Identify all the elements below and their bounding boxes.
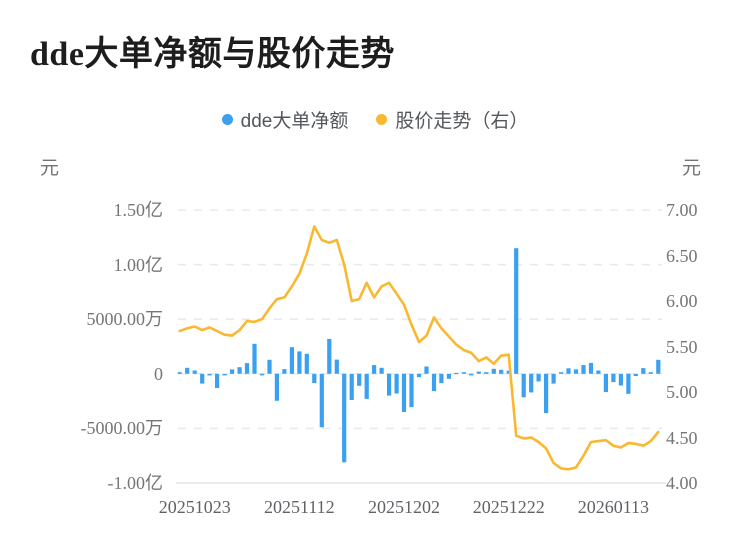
x-axis-tick: 20260113 xyxy=(577,497,650,517)
bar[interactable] xyxy=(536,373,541,382)
bar[interactable] xyxy=(319,373,324,428)
bar[interactable] xyxy=(566,368,571,374)
bar[interactable] xyxy=(476,371,481,374)
bar[interactable] xyxy=(416,373,422,378)
bar[interactable] xyxy=(611,373,616,383)
bar[interactable] xyxy=(626,373,631,394)
y-axis-right-tick: 6.50 xyxy=(666,245,698,266)
y-axis-right-tick: 6.00 xyxy=(666,291,698,311)
y-axis-left-tick: 1.50亿 xyxy=(113,200,164,220)
bar[interactable] xyxy=(401,373,407,412)
bar[interactable] xyxy=(387,373,392,396)
bar[interactable] xyxy=(454,372,459,375)
bar[interactable] xyxy=(581,365,586,374)
bar[interactable] xyxy=(312,373,317,384)
price-line[interactable] xyxy=(178,225,660,471)
bar[interactable] xyxy=(461,372,466,374)
bar[interactable] xyxy=(424,366,429,374)
bar[interactable] xyxy=(559,372,564,374)
bar[interactable] xyxy=(551,373,556,384)
legend-dot-line-series-icon xyxy=(376,114,388,125)
y-axis-right-tick: 7.00 xyxy=(666,200,698,220)
bar[interactable] xyxy=(484,372,489,374)
bar[interactable] xyxy=(506,370,511,374)
bar[interactable] xyxy=(357,373,362,386)
bar[interactable] xyxy=(289,347,294,374)
y-axis-left-tick: 0 xyxy=(154,363,163,384)
bar[interactable] xyxy=(342,373,347,463)
bar[interactable] xyxy=(431,373,437,392)
bar[interactable] xyxy=(237,367,242,374)
bar[interactable] xyxy=(544,373,549,414)
bar[interactable] xyxy=(469,373,474,376)
x-axis-tick: 20251222 xyxy=(472,497,545,517)
y-axis-right-tick: 4.00 xyxy=(666,473,698,493)
bar[interactable] xyxy=(499,369,504,374)
bar[interactable] xyxy=(573,369,579,374)
bar[interactable] xyxy=(267,359,272,374)
x-axis-tick: 20251023 xyxy=(158,497,231,517)
x-axis-tick: 20251112 xyxy=(264,497,335,517)
chart-title: dde大单净额与股价走势 xyxy=(30,36,395,73)
bar[interactable] xyxy=(641,368,646,374)
bar[interactable] xyxy=(364,373,369,399)
bar[interactable] xyxy=(349,373,354,400)
y-axis-right-tick: 5.50 xyxy=(666,336,698,357)
bar[interactable] xyxy=(334,359,339,374)
bar[interactable] xyxy=(491,368,496,374)
y-axis-right-tick: 4.50 xyxy=(666,427,698,448)
bar[interactable] xyxy=(521,373,526,398)
bar[interactable] xyxy=(514,248,519,374)
legend-item-dde[interactable]: dde大单净额 xyxy=(221,106,349,133)
right-axis-unit: 元 xyxy=(682,158,702,179)
legend-dot-bar-series-icon xyxy=(221,114,233,125)
y-axis-left-tick: 5000.00万 xyxy=(86,309,164,330)
bar[interactable] xyxy=(244,363,250,374)
bar[interactable] xyxy=(648,372,653,374)
bar[interactable] xyxy=(274,373,279,401)
bar[interactable] xyxy=(327,338,332,374)
bar[interactable] xyxy=(656,359,661,374)
bar[interactable] xyxy=(439,373,444,384)
bar[interactable] xyxy=(379,367,384,374)
bar[interactable] xyxy=(603,373,608,393)
bar[interactable] xyxy=(259,373,265,376)
y-axis-left-tick: -1.00亿 xyxy=(107,473,164,493)
bar[interactable] xyxy=(192,370,197,374)
y-axis-left-tick: 1.00亿 xyxy=(113,254,164,275)
bar[interactable] xyxy=(200,373,205,384)
bar[interactable] xyxy=(222,373,227,376)
legend-item-price[interactable]: 股价走势（右） xyxy=(376,106,528,133)
bar[interactable] xyxy=(529,373,534,393)
bar[interactable] xyxy=(304,353,309,374)
bar[interactable] xyxy=(618,373,623,386)
legend: dde大单净额 股价走势（右） xyxy=(0,106,750,133)
bar[interactable] xyxy=(297,351,302,374)
bar[interactable] xyxy=(215,373,220,388)
bar[interactable] xyxy=(252,343,257,374)
bar[interactable] xyxy=(409,373,414,408)
x-axis-tick: 20251202 xyxy=(368,497,441,517)
bar[interactable] xyxy=(185,367,190,374)
bar[interactable] xyxy=(177,372,182,374)
legend-label-price: 股价走势（右） xyxy=(395,111,529,132)
bar[interactable] xyxy=(282,369,287,374)
bar[interactable] xyxy=(446,373,451,379)
y-axis-left-tick: -5000.00万 xyxy=(80,418,164,439)
bar[interactable] xyxy=(588,362,594,374)
bar[interactable] xyxy=(394,373,399,394)
legend-label-dde: dde大单净额 xyxy=(240,111,349,132)
bar[interactable] xyxy=(207,373,212,376)
bar[interactable] xyxy=(596,370,601,374)
y-axis-right-tick: 5.00 xyxy=(666,382,698,402)
bar[interactable] xyxy=(633,373,638,376)
bar[interactable] xyxy=(230,369,235,374)
bar[interactable] xyxy=(372,365,377,374)
left-axis-unit: 元 xyxy=(40,158,60,179)
